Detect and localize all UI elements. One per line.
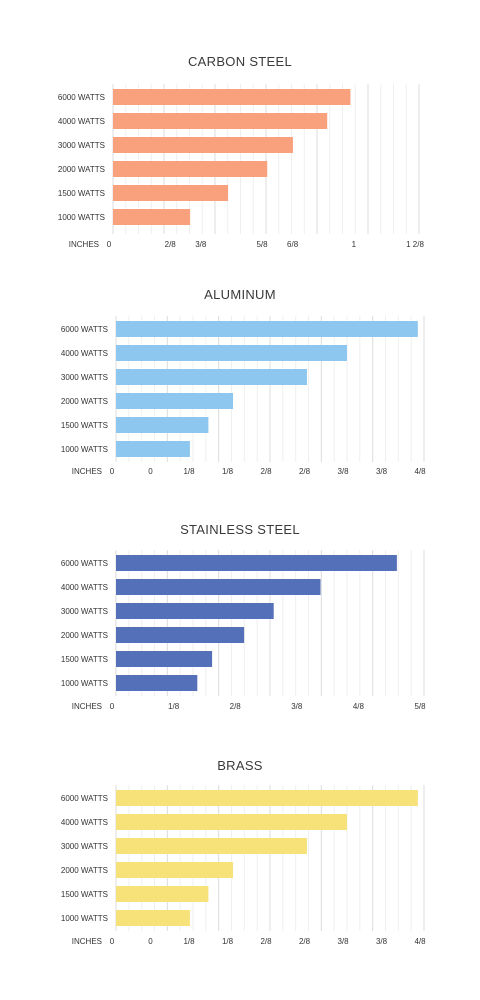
bar — [113, 185, 229, 201]
category-label: 3000 WATTS — [61, 373, 108, 382]
tick-label: 6/8 — [287, 240, 299, 249]
category-label: 3000 WATTS — [61, 842, 108, 851]
chart-plot: 6000 WATTS 4000 WATTS 3000 WATTS 2000 WATTS… — [61, 550, 426, 711]
bar — [113, 161, 268, 177]
tick-label: 3/8 — [376, 467, 388, 476]
category-label: 6000 WATTS — [61, 325, 108, 334]
bar — [116, 393, 234, 409]
bar — [116, 651, 213, 667]
category-label: 3000 WATTS — [61, 607, 108, 616]
tick-label: 1/8 — [222, 467, 234, 476]
x-axis-label: INCHES — [69, 240, 99, 249]
tick-label: 0 — [110, 702, 115, 711]
bar — [116, 345, 347, 361]
category-label: 2000 WATTS — [58, 165, 105, 174]
category-label: 1500 WATTS — [61, 890, 108, 899]
tick-label: 2/8 — [165, 240, 177, 249]
tick-label: 5/8 — [256, 240, 268, 249]
x-axis-label: INCHES — [72, 937, 102, 946]
tick-label: 0 — [110, 937, 115, 946]
tick-label: 2/8 — [299, 467, 311, 476]
category-label: 1000 WATTS — [61, 445, 108, 454]
tick-label: 1/8 — [168, 702, 180, 711]
category-label: 3000 WATTS — [58, 141, 105, 150]
bar — [116, 886, 209, 902]
bar — [113, 209, 191, 225]
bar — [116, 603, 274, 619]
category-label: 4000 WATTS — [61, 818, 108, 827]
x-axis-label: INCHES — [72, 467, 102, 476]
bar — [113, 113, 328, 129]
chart-title: BRASS — [217, 758, 263, 773]
tick-label: 3/8 — [195, 240, 207, 249]
bar — [113, 89, 351, 105]
category-label: 2000 WATTS — [61, 631, 108, 640]
x-axis-label: INCHES — [72, 702, 102, 711]
bar — [116, 862, 234, 878]
bar — [116, 321, 418, 337]
chart-title: CARBON STEEL — [187, 54, 292, 69]
gridlines — [115, 316, 425, 462]
chart-plot: 6000 WATTS 4000 WATTS 3000 WATTS 2000 WATTS… — [61, 316, 426, 476]
bar — [116, 417, 209, 433]
category-label: 6000 WATTS — [61, 559, 108, 568]
tick-label: 2/8 — [260, 937, 272, 946]
tick-label: 0 — [148, 937, 153, 946]
bar — [116, 369, 307, 385]
bar — [116, 838, 307, 854]
tick-label: 4/8 — [414, 937, 426, 946]
tick-label: 1 2/8 — [406, 240, 424, 249]
category-label: 6000 WATTS — [61, 794, 108, 803]
bar — [116, 579, 321, 595]
bar — [116, 910, 190, 926]
category-label: 2000 WATTS — [61, 866, 108, 875]
category-label: 1000 WATTS — [58, 213, 105, 222]
category-label: 1500 WATTS — [61, 421, 108, 430]
tick-label: 1/8 — [183, 937, 195, 946]
chart-title: ALUMINUM — [204, 287, 276, 302]
gridlines — [112, 84, 420, 234]
tick-label: 0 — [148, 467, 153, 476]
bar — [116, 627, 245, 643]
bar — [116, 790, 418, 806]
category-label: 1000 WATTS — [61, 914, 108, 923]
tick-label: 2/8 — [230, 702, 242, 711]
category-label: 4000 WATTS — [61, 349, 108, 358]
tick-label: 1 — [352, 240, 357, 249]
bar — [113, 137, 293, 153]
tick-label: 2/8 — [260, 467, 272, 476]
tick-label: 1/8 — [183, 467, 195, 476]
chart-title: STAINLESS STEEL — [180, 522, 300, 537]
bar — [116, 814, 347, 830]
category-label: 4000 WATTS — [58, 117, 105, 126]
category-label: 1500 WATTS — [58, 189, 105, 198]
gridlines — [115, 785, 425, 931]
category-label: 2000 WATTS — [61, 397, 108, 406]
tick-label: 3/8 — [337, 467, 349, 476]
category-label: 4000 WATTS — [61, 583, 108, 592]
tick-label: 5/8 — [414, 702, 426, 711]
bar — [116, 441, 190, 457]
tick-label: 2/8 — [299, 937, 311, 946]
chart-plot: 6000 WATTS 4000 WATTS 3000 WATTS 2000 WATTS… — [61, 785, 426, 946]
tick-label: 3/8 — [337, 937, 349, 946]
category-label: 6000 WATTS — [58, 93, 105, 102]
tick-label: 0 — [107, 240, 112, 249]
chart-plot: 6000 WATTS 4000 WATTS 3000 WATTS 2000 WATTS… — [58, 84, 424, 249]
tick-label: 4/8 — [353, 702, 365, 711]
bar — [116, 675, 198, 691]
category-label: 1000 WATTS — [61, 679, 108, 688]
tick-label: 0 — [110, 467, 115, 476]
tick-label: 3/8 — [376, 937, 388, 946]
category-label: 1500 WATTS — [61, 655, 108, 664]
tick-label: 3/8 — [291, 702, 303, 711]
tick-label: 1/8 — [222, 937, 234, 946]
tick-label: 4/8 — [414, 467, 426, 476]
bar — [116, 555, 397, 571]
gridlines — [115, 550, 425, 696]
